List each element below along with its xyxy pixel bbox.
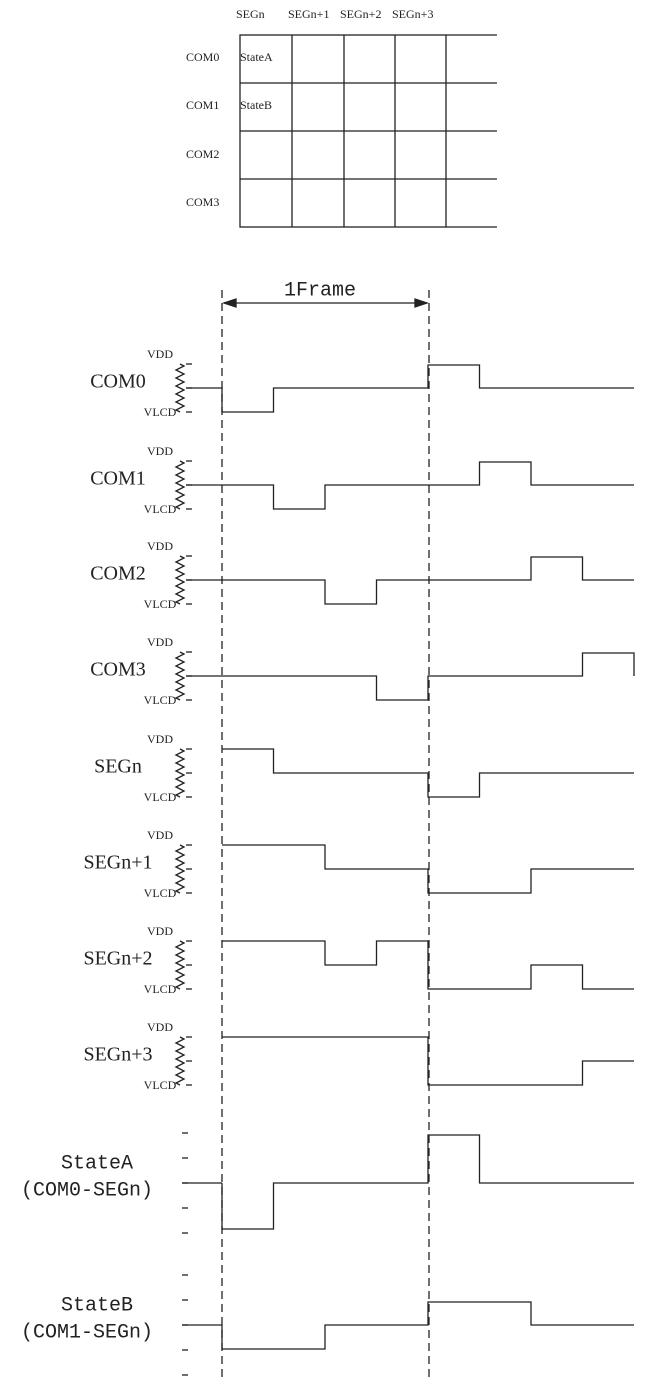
waveform xyxy=(186,364,634,413)
waveform xyxy=(221,1301,634,1350)
waveform-label: SEGn+2 xyxy=(83,948,152,970)
waveform xyxy=(222,1036,634,1086)
vlcd-label: VLCD xyxy=(144,405,177,419)
row-header: COM3 xyxy=(186,195,219,209)
state-name: StateA xyxy=(61,1152,133,1175)
vdd-label: VDD xyxy=(147,539,173,553)
vdd-label: VDD xyxy=(147,635,173,649)
vdd-label: VDD xyxy=(147,732,173,746)
column-header: SEGn+3 xyxy=(392,7,433,21)
zigzag xyxy=(174,651,186,701)
column-header: SEGn+1 xyxy=(288,7,329,21)
waveform-label: SEGn+3 xyxy=(83,1044,152,1066)
vlcd-label: VLCD xyxy=(144,597,177,611)
vlcd-label: VLCD xyxy=(144,502,177,516)
frame-label: 1Frame xyxy=(284,279,356,302)
waveform-label: COM1 xyxy=(90,468,146,490)
zigzag xyxy=(174,1036,186,1086)
waveform-label: COM2 xyxy=(90,563,146,585)
waveform xyxy=(186,652,635,701)
cell-text: StateB xyxy=(240,98,272,112)
waveform-label: COM0 xyxy=(90,371,146,393)
waveform xyxy=(222,748,634,798)
column-header: SEGn+2 xyxy=(340,7,381,21)
waveform xyxy=(222,940,634,990)
waveform-label: COM3 xyxy=(90,659,146,681)
zigzag xyxy=(174,940,186,990)
zigzag xyxy=(174,555,186,605)
vdd-label: VDD xyxy=(147,924,173,938)
zigzag xyxy=(174,460,186,510)
vdd-label: VDD xyxy=(147,347,173,361)
vlcd-label: VLCD xyxy=(144,693,177,707)
waveform xyxy=(186,556,634,605)
state-formula: (COM1-SEGn) xyxy=(21,1321,153,1344)
segment-table: SEGn SEGn+1 SEGn+2 SEGn+3 COM0 COM1 COM2… xyxy=(186,7,497,228)
waveform-label: SEGn xyxy=(94,756,142,778)
vlcd-label: VLCD xyxy=(144,982,177,996)
column-header: SEGn xyxy=(236,7,265,21)
vdd-label: VDD xyxy=(147,444,173,458)
waveform xyxy=(221,1134,634,1230)
zigzag xyxy=(174,748,186,798)
row-header: COM0 xyxy=(186,50,219,64)
waveform xyxy=(222,844,634,894)
waveform xyxy=(186,461,634,510)
zigzag xyxy=(174,363,186,413)
zigzag xyxy=(174,844,186,894)
state-name: StateB xyxy=(61,1294,133,1317)
row-header: COM1 xyxy=(186,98,219,112)
row-header: COM2 xyxy=(186,147,219,161)
vdd-label: VDD xyxy=(147,828,173,842)
vlcd-label: VLCD xyxy=(144,1078,177,1092)
waveform-label: SEGn+1 xyxy=(83,852,152,874)
vlcd-label: VLCD xyxy=(144,790,177,804)
arrow-head xyxy=(221,298,430,308)
state-formula: (COM0-SEGn) xyxy=(21,1179,153,1202)
vlcd-label: VLCD xyxy=(144,886,177,900)
vdd-label: VDD xyxy=(147,1020,173,1034)
cell-text: StateA xyxy=(240,50,273,64)
